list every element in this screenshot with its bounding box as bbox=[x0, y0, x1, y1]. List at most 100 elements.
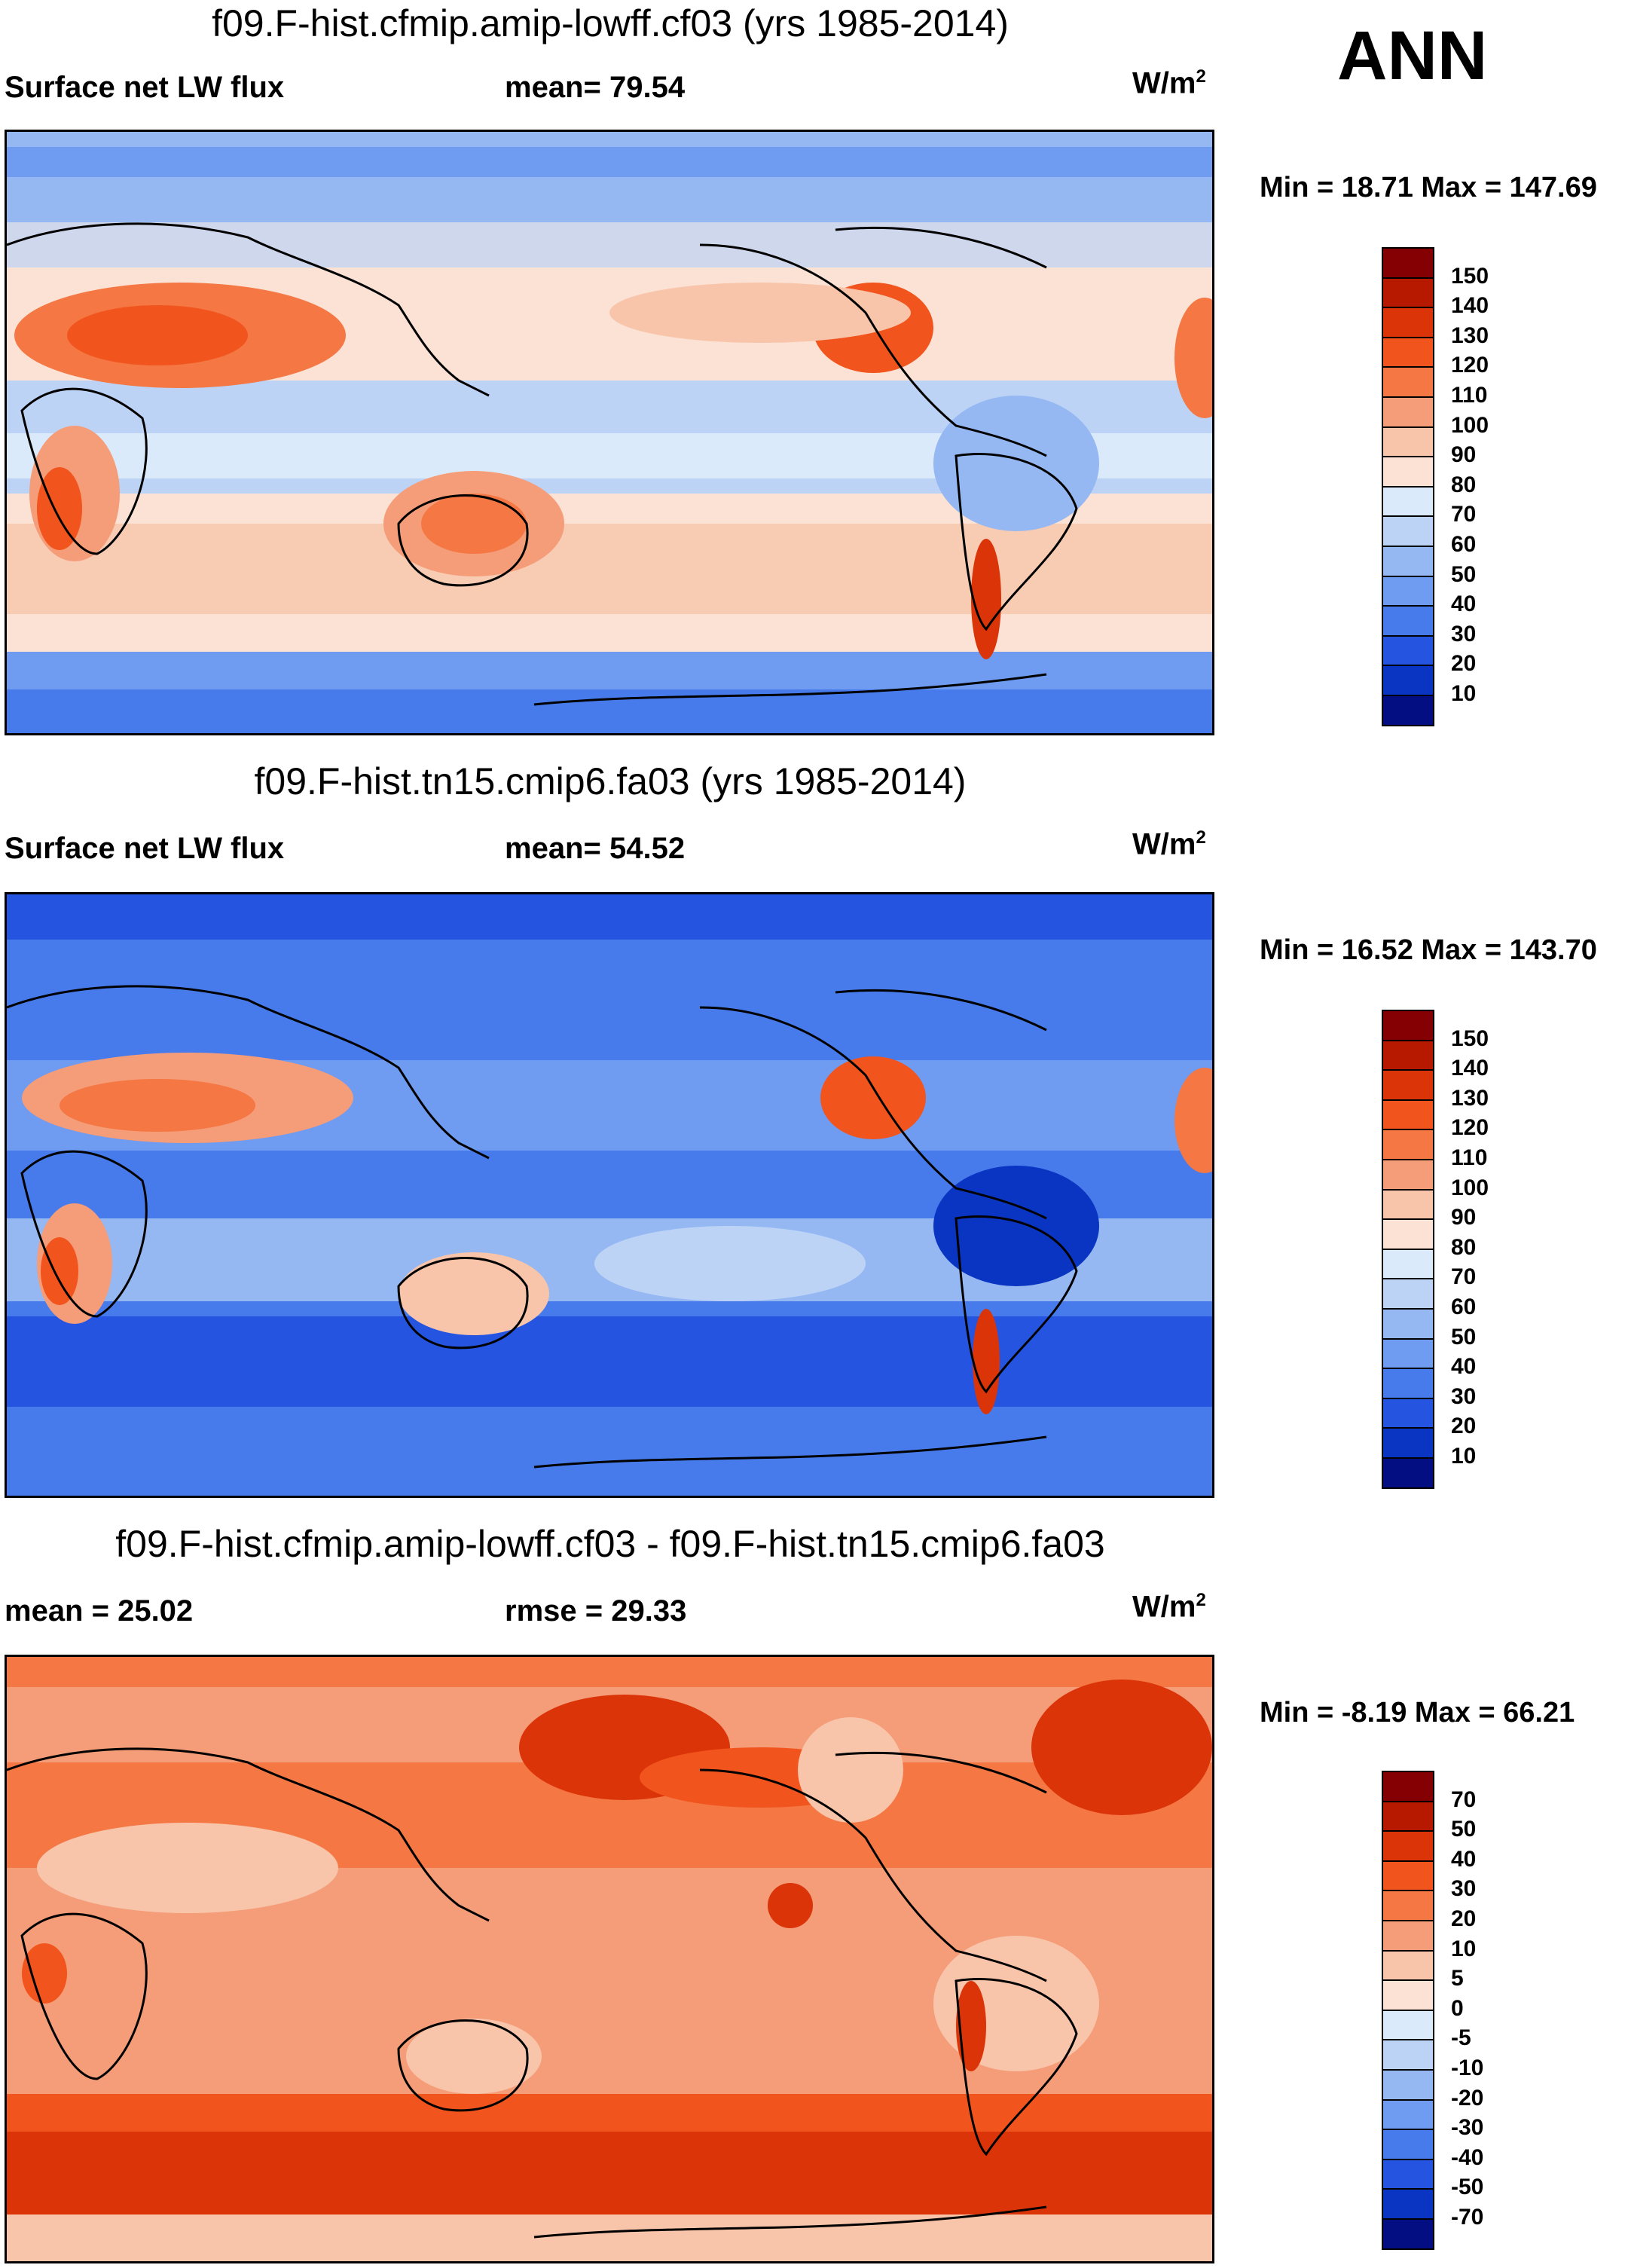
panel2-minmax-label: Min = 16.52 Max = 143.70 bbox=[1260, 934, 1597, 966]
panel3-units-label: W/m2 bbox=[1132, 1590, 1206, 1624]
colorbar-tick-label: 20 bbox=[1451, 651, 1477, 677]
colorbar-swatch bbox=[1382, 456, 1434, 488]
colorbar-swatch bbox=[1382, 515, 1434, 547]
colorbar-swatch bbox=[1382, 1069, 1434, 1101]
panel3-mean-label: mean = 25.02 bbox=[5, 1594, 194, 1628]
colorbar-tick-label: 40 bbox=[1451, 591, 1477, 617]
colorbar-swatch bbox=[1382, 1188, 1434, 1221]
colorbar-tick-label: -20 bbox=[1451, 2085, 1484, 2111]
colorbar-swatch bbox=[1382, 247, 1434, 279]
colorbar-tick-label: 40 bbox=[1451, 1354, 1477, 1380]
colorbar-swatch bbox=[1382, 1979, 1434, 2011]
colorbar-swatch bbox=[1382, 2039, 1434, 2071]
colorbar-swatch bbox=[1382, 1890, 1434, 1921]
panel3-rmse-label: rmse = 29.33 bbox=[505, 1594, 687, 1628]
colorbar-tick-label: 30 bbox=[1451, 621, 1477, 646]
colorbar-tick-label: -70 bbox=[1451, 2205, 1484, 2230]
panel2-mean-label: mean= 54.52 bbox=[505, 832, 686, 865]
season-label: ANN bbox=[1337, 17, 1488, 94]
colorbar-tick-label: 120 bbox=[1451, 1115, 1489, 1141]
colorbar-swatch bbox=[1382, 546, 1434, 577]
colorbar-tick-label: 30 bbox=[1451, 1383, 1477, 1409]
colorbar-swatch bbox=[1382, 1099, 1434, 1131]
colorbar-swatch bbox=[1382, 575, 1434, 607]
panel1-map bbox=[5, 130, 1214, 735]
colorbar-swatch bbox=[1382, 1308, 1434, 1340]
colorbar-swatch bbox=[1382, 1800, 1434, 1832]
colorbar-tick-label: 130 bbox=[1451, 1085, 1489, 1111]
colorbar-swatch bbox=[1382, 605, 1434, 637]
colorbar-swatch bbox=[1382, 2098, 1434, 2131]
colorbar-swatch bbox=[1382, 634, 1434, 667]
colorbar-swatch bbox=[1382, 2129, 1434, 2160]
panel1-units-label: W/m2 bbox=[1132, 66, 1206, 100]
colorbar-tick-label: -10 bbox=[1451, 2056, 1484, 2080]
panel2-title: f09.F-hist.tn15.cmip6.fa03 (yrs 1985-201… bbox=[254, 760, 967, 802]
colorbar-swatch bbox=[1382, 426, 1434, 458]
panel3-title: f09.F-hist.cfmip.amip-lowff.cf03 - f09.F… bbox=[115, 1523, 1105, 1565]
colorbar-tick-label: 140 bbox=[1451, 293, 1489, 319]
panel1-title: f09.F-hist.cfmip.amip-lowff.cf03 (yrs 19… bbox=[212, 2, 1009, 44]
colorbar-tick-label: 20 bbox=[1451, 1414, 1477, 1439]
panel2-units-label: W/m2 bbox=[1132, 827, 1206, 861]
colorbar-swatch bbox=[1382, 1457, 1434, 1489]
colorbar-tick-label: 20 bbox=[1451, 1906, 1477, 1931]
colorbar-tick-label: 90 bbox=[1451, 1205, 1477, 1230]
colorbar-swatch bbox=[1382, 1427, 1434, 1459]
colorbar-swatch bbox=[1382, 1771, 1434, 1802]
colorbar-tick-label: -30 bbox=[1451, 2115, 1484, 2141]
colorbar-tick-label: 120 bbox=[1451, 353, 1489, 378]
colorbar-tick-label: -5 bbox=[1451, 2025, 1471, 2051]
colorbar-swatch bbox=[1382, 1920, 1434, 1952]
colorbar-tick-label: 90 bbox=[1451, 442, 1477, 468]
panel2-map bbox=[5, 892, 1214, 1498]
colorbar-tick-label: 50 bbox=[1451, 1817, 1477, 1842]
colorbar-tick-label: -50 bbox=[1451, 2175, 1484, 2200]
colorbar-tick-label: 30 bbox=[1451, 1876, 1477, 1902]
colorbar-swatch bbox=[1382, 665, 1434, 696]
colorbar-tick-label: 80 bbox=[1451, 472, 1477, 497]
colorbar-tick-label: 110 bbox=[1451, 383, 1488, 408]
colorbar-swatch bbox=[1382, 2158, 1434, 2190]
colorbar-swatch bbox=[1382, 396, 1434, 428]
colorbar-swatch bbox=[1382, 1010, 1434, 1041]
colorbar-swatch bbox=[1382, 1860, 1434, 1892]
colorbar-tick-label: 100 bbox=[1451, 412, 1489, 438]
colorbar-tick-label: 5 bbox=[1451, 1966, 1464, 1991]
colorbar-tick-label: 150 bbox=[1451, 263, 1489, 289]
colorbar-swatch bbox=[1382, 1218, 1434, 1250]
colorbar-tick-label: 150 bbox=[1451, 1025, 1489, 1051]
colorbar-tick-label: 130 bbox=[1451, 322, 1489, 348]
colorbar-swatch bbox=[1382, 1368, 1434, 1399]
colorbar-swatch bbox=[1382, 1397, 1434, 1429]
colorbar-swatch bbox=[1382, 2069, 1434, 2101]
colorbar-tick-label: 80 bbox=[1451, 1234, 1477, 1260]
panel1-variable-label: Surface net LW flux bbox=[5, 71, 285, 104]
colorbar-swatch bbox=[1382, 1830, 1434, 1862]
panel1-minmax-label: Min = 18.71 Max = 147.69 bbox=[1260, 172, 1597, 203]
colorbar-swatch bbox=[1382, 277, 1434, 309]
colorbar-swatch bbox=[1382, 695, 1434, 726]
colorbar-tick-label: 10 bbox=[1451, 681, 1477, 706]
colorbar-swatch bbox=[1382, 1949, 1434, 1982]
colorbar-tick-label: 60 bbox=[1451, 1294, 1477, 1319]
colorbar-tick-label: 50 bbox=[1451, 1324, 1477, 1349]
colorbar-swatch bbox=[1382, 2188, 1434, 2220]
colorbar-swatch bbox=[1382, 366, 1434, 398]
colorbar-tick-label: 70 bbox=[1451, 1264, 1477, 1290]
colorbar-swatch bbox=[1382, 1159, 1434, 1191]
panel3-minmax-label: Min = -8.19 Max = 66.21 bbox=[1260, 1697, 1575, 1729]
colorbar-tick-label: 140 bbox=[1451, 1056, 1489, 1081]
colorbar-tick-label: 70 bbox=[1451, 502, 1477, 527]
colorbar-tick-label: 110 bbox=[1451, 1145, 1488, 1170]
colorbar-tick-label: 100 bbox=[1451, 1175, 1489, 1200]
panel3-map bbox=[5, 1655, 1214, 2263]
colorbar-swatch bbox=[1382, 485, 1434, 518]
colorbar-swatch bbox=[1382, 1129, 1434, 1160]
colorbar-tick-label: 10 bbox=[1451, 1936, 1477, 1961]
colorbar-swatch bbox=[1382, 2009, 1434, 2041]
colorbar-swatch bbox=[1382, 1248, 1434, 1280]
colorbar-tick-label: 0 bbox=[1451, 1995, 1464, 2021]
colorbar-tick-label: 70 bbox=[1451, 1787, 1477, 1812]
colorbar-swatch bbox=[1382, 307, 1434, 338]
